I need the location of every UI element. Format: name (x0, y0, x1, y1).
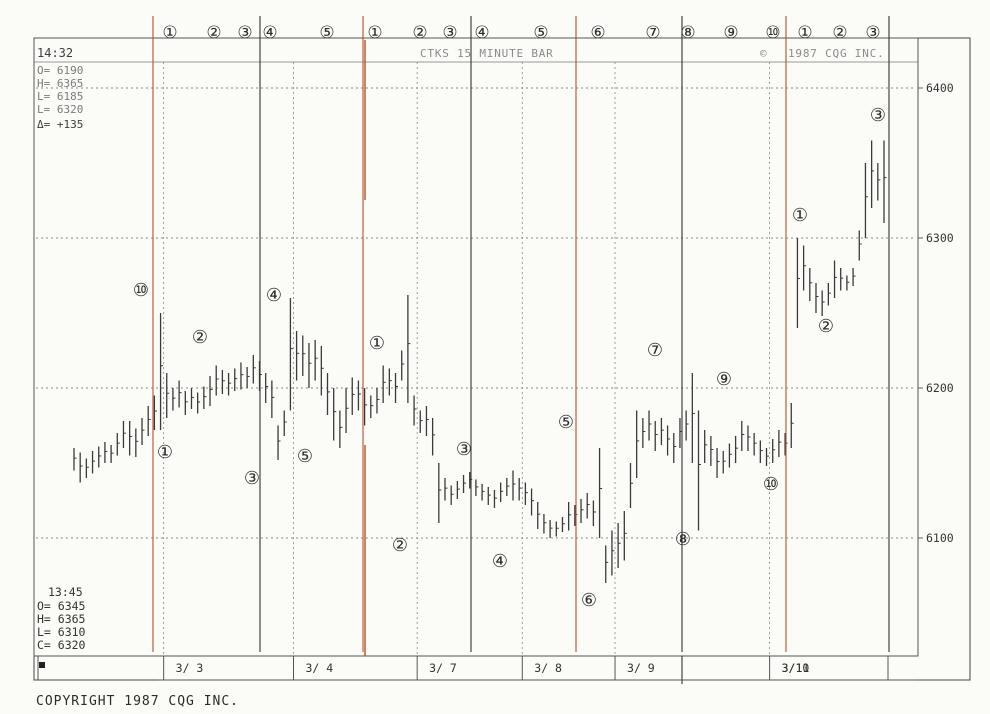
y-tick-label: 6100 (926, 531, 954, 545)
readout-bottom-time: 13:45 (48, 585, 83, 599)
wave-label: ② (392, 535, 408, 556)
wave-label: ④ (492, 551, 508, 572)
wave-count-top: ⑨ (723, 23, 738, 43)
wave-label: ⑤ (297, 446, 313, 467)
price-bars (73, 140, 887, 583)
wave-label: ③ (244, 468, 260, 489)
x-tick-label: 3/ 3 (176, 661, 204, 675)
readout-bottom-low: L= 6310 (37, 625, 86, 639)
wave-label: ⑤ (558, 412, 574, 433)
wave-label: ① (792, 205, 808, 226)
wave-count-top: ④ (262, 23, 277, 43)
readout-change: Δ= +135 (37, 118, 83, 131)
wave-label: ④ (266, 285, 282, 306)
header-copyright: 1987 CQG INC. (788, 47, 885, 60)
readout-bottom: 13:45 O= 6345 H= 6365 L= 6310 C= 6320 (37, 585, 86, 652)
x-tick-label: 3/11 (782, 661, 810, 675)
x-tick-label: 3/ 7 (429, 661, 457, 675)
readout-bottom-high: H= 6365 (37, 612, 85, 626)
readout-open: O= 6190 (37, 64, 83, 77)
wave-label: ⑨ (716, 369, 732, 390)
wave-label: ② (818, 316, 834, 337)
readout-bottom-open: O= 6345 (37, 599, 85, 613)
y-tick-label: 6400 (926, 81, 954, 95)
wave-label: ⑥ (581, 590, 597, 611)
x-tick-label: 3/ 9 (627, 661, 655, 675)
wave-count-top: ⑥ (590, 23, 605, 43)
wave-count-top: ⑤ (319, 23, 334, 43)
readout-top: O= 6190 H= 6365 L= 6185 L= 6320 Δ= +135 (37, 64, 83, 131)
wave-label: ① (157, 442, 173, 463)
header-time: 14:32 (37, 46, 73, 60)
wave-label: ① (369, 333, 385, 354)
x-tick-label: 3/10 (782, 661, 810, 675)
readout-high: H= 6365 (37, 77, 83, 90)
wave-count-top: ⑤ (533, 23, 548, 43)
wave-label: ⑧ (675, 529, 691, 550)
wave-count-top: ① (162, 23, 177, 43)
wave-count-top: ⑧ (680, 23, 695, 43)
readout-last: L= 6320 (37, 103, 83, 116)
x-tick-label: 3/ 8 (534, 661, 562, 675)
grid (36, 62, 916, 656)
wave-count-top: ① (797, 23, 812, 43)
y-tick-label: 6200 (926, 381, 954, 395)
x-axis: 3/ 3 3/ 4 3/ 7 3/ 8 3/ 9 3/103/11 (37, 656, 918, 681)
readout-bottom-close: C= 6320 (37, 638, 86, 652)
wave-label: ⑩ (133, 280, 149, 301)
wave-label: ③ (456, 439, 472, 460)
wave-label: ⑩ (763, 474, 779, 495)
wave-label: ② (192, 327, 208, 348)
y-axis: 6100 6200 6300 6400 (918, 81, 954, 545)
wave-count-top: ④ (474, 23, 489, 43)
header-copyright-symbol: © (760, 47, 767, 60)
chart-frame (33, 37, 971, 681)
plot-border (33, 37, 919, 657)
marker-lines (152, 16, 890, 684)
chart-title: CTKS 15 MINUTE BAR (420, 47, 554, 60)
wave-count-top: ① (367, 23, 382, 43)
wave-count-top: ② (412, 23, 427, 43)
wave-count-top: ② (832, 23, 847, 43)
wave-count-top: ② (206, 23, 221, 43)
wave-count-top: ⑩ (765, 23, 780, 43)
wave-label: ⑦ (647, 340, 663, 361)
wave-label: ③ (870, 105, 886, 126)
readout-low: L= 6185 (37, 90, 83, 103)
y-tick-label: 6300 (926, 231, 954, 245)
footer-copyright: COPYRIGHT 1987 CQG INC. (36, 694, 240, 709)
cursor-square[interactable] (39, 662, 45, 668)
wave-count-top: ③ (865, 23, 880, 43)
wave-count-top: ③ (237, 23, 252, 43)
x-tick-label: 3/ 4 (306, 661, 334, 675)
wave-count-top: ⑦ (645, 23, 660, 43)
wave-count-top: ③ (442, 23, 457, 43)
